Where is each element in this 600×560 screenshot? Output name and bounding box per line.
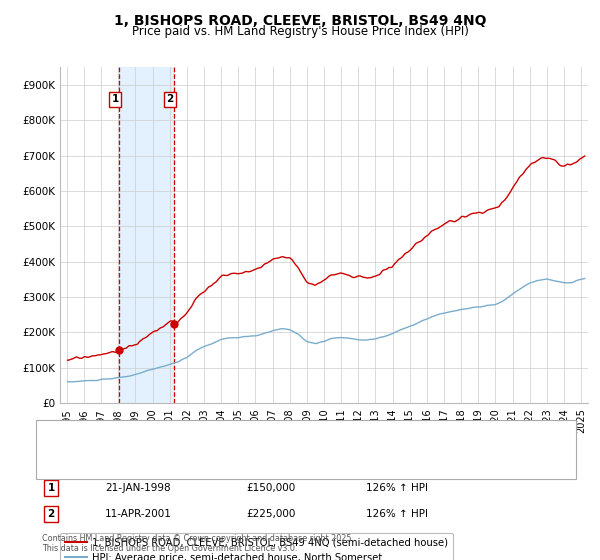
Point <box>170 319 179 328</box>
Text: 126% ↑ HPI: 126% ↑ HPI <box>366 483 428 493</box>
Text: £150,000: £150,000 <box>246 483 295 493</box>
Text: 21-JAN-1998: 21-JAN-1998 <box>105 483 170 493</box>
Legend: 1, BISHOPS ROAD, CLEEVE, BRISTOL, BS49 4NQ (semi-detached house), HPI: Average p: 1, BISHOPS ROAD, CLEEVE, BRISTOL, BS49 4… <box>60 533 453 560</box>
Text: 1, BISHOPS ROAD, CLEEVE, BRISTOL, BS49 4NQ: 1, BISHOPS ROAD, CLEEVE, BRISTOL, BS49 4… <box>114 14 486 28</box>
Text: Price paid vs. HM Land Registry's House Price Index (HPI): Price paid vs. HM Land Registry's House … <box>131 25 469 38</box>
Text: 11-APR-2001: 11-APR-2001 <box>105 509 172 519</box>
Text: 1: 1 <box>112 94 119 104</box>
Text: 2: 2 <box>166 94 173 104</box>
Point <box>115 346 124 354</box>
Text: 1: 1 <box>47 483 55 493</box>
Text: 2: 2 <box>47 509 55 519</box>
Text: Contains HM Land Registry data © Crown copyright and database right 2025.
This d: Contains HM Land Registry data © Crown c… <box>42 534 354 553</box>
Bar <box>119 67 175 403</box>
Text: 126% ↑ HPI: 126% ↑ HPI <box>366 509 428 519</box>
Text: £225,000: £225,000 <box>246 509 295 519</box>
